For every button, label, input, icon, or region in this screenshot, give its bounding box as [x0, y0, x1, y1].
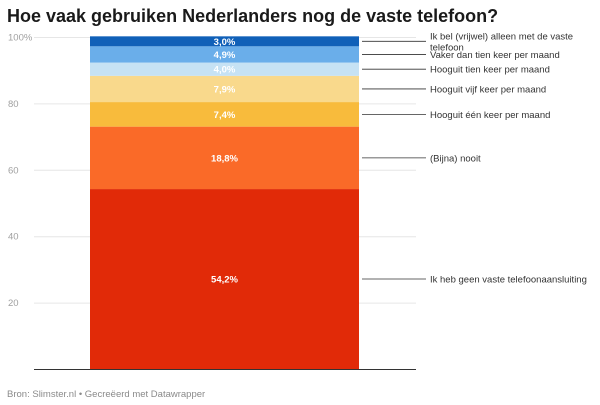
bar-segment: [90, 189, 359, 369]
bar-segment: [90, 46, 359, 63]
data-label: 18,8%: [211, 153, 238, 164]
bar-segment: [90, 102, 359, 127]
footer: Bron: Slimster.nl • Gecreëerd met Datawr…: [7, 389, 205, 400]
legend-label: Hooguit één keer per maand: [430, 110, 550, 121]
data-label: 3,0%: [214, 37, 236, 48]
legend-label: telefoon: [430, 42, 464, 53]
data-label: 4,0%: [214, 65, 236, 76]
bar-segment: [90, 126, 359, 190]
bar-segments: [90, 36, 359, 369]
credit-text: Gecreëerd met Datawrapper: [84, 389, 206, 400]
y-tick-label: 80: [8, 99, 19, 110]
bar-segment: [90, 75, 359, 103]
bar-segment: [90, 62, 359, 76]
direct-legend-labels: Ik heb geen vaste telefoonaansluiting (Bi…: [362, 31, 587, 286]
legend-label: (Bijna) nooit: [430, 153, 481, 164]
source-link[interactable]: Slimster.nl: [32, 389, 77, 400]
data-label: 7,9%: [214, 84, 236, 95]
legend-label: Hooguit tien keer per maand: [430, 65, 550, 76]
bar-segment: [90, 36, 359, 47]
y-tick-label: 100%: [8, 33, 33, 44]
data-label: 4,9%: [214, 50, 236, 61]
footer-separator: •: [78, 389, 83, 400]
source-label: Bron:: [7, 389, 30, 400]
legend-label: Ik heb geen vaste telefoonaansluiting: [430, 275, 587, 286]
legend-label: Ik bel (vrijwel) alleen met de vaste: [430, 31, 573, 42]
data-label: 54,2%: [211, 275, 238, 286]
legend-label: Hooguit vijf keer per maand: [430, 84, 546, 95]
data-label: 7,4%: [214, 110, 236, 121]
value-labels: 54,2% 18,8% 7,4% 7,9% 4,0% 4,9% 3,0%: [211, 37, 238, 286]
y-tick-label: 40: [8, 232, 19, 243]
y-tick-label: 20: [8, 298, 19, 309]
y-axis-ticks: 20 40 60 80 100%: [8, 33, 33, 310]
legend-label: Vaker dan tien keer per maand: [430, 50, 560, 61]
y-tick-label: 60: [8, 165, 19, 176]
chart-title: Hoe vaak gebruiken Nederlanders nog de v…: [7, 6, 499, 26]
